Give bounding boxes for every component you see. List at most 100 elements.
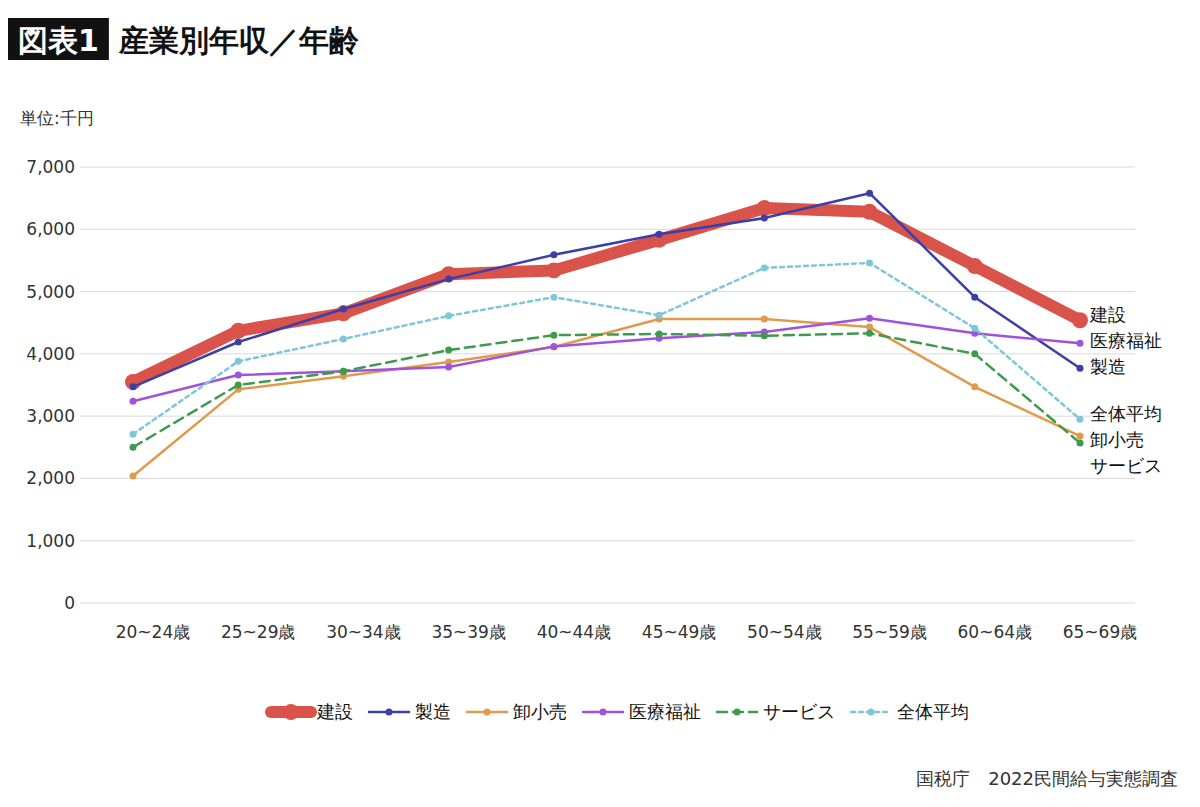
data-point <box>235 372 242 379</box>
x-tick-label: 60~64歳 <box>958 622 1033 642</box>
data-point <box>866 330 873 337</box>
y-tick-label: 7,000 <box>26 157 75 177</box>
data-point <box>445 347 452 354</box>
data-point <box>761 332 768 339</box>
series-group <box>130 190 1084 391</box>
legend-marker <box>600 709 607 716</box>
data-point <box>546 262 562 278</box>
grid-line <box>80 167 1135 168</box>
series-end-label: 卸小売 <box>1090 429 1144 450</box>
grid-line <box>80 229 1135 230</box>
legend-marker <box>386 709 393 716</box>
data-point <box>340 335 347 342</box>
x-tick-label: 25~29歳 <box>221 622 296 642</box>
data-point <box>761 264 768 271</box>
grid-line <box>80 540 1135 541</box>
legend-label: 建設 <box>316 701 353 722</box>
chart-title: 産業別年収／年齢 <box>118 23 359 58</box>
data-point <box>550 343 557 350</box>
data-point <box>971 325 978 332</box>
data-point <box>130 444 137 451</box>
data-point <box>130 472 137 479</box>
data-point <box>125 374 141 390</box>
series-group <box>125 200 1088 390</box>
data-point <box>1077 340 1084 347</box>
grid-line <box>80 291 1135 292</box>
series-group <box>130 315 1084 405</box>
data-point <box>656 330 663 337</box>
data-point <box>862 204 878 220</box>
data-point <box>445 276 452 283</box>
data-point <box>1077 433 1084 440</box>
y-tick-label: 0 <box>64 593 75 613</box>
x-tick-label: 40~44歳 <box>537 622 612 642</box>
data-point <box>445 312 452 319</box>
x-tick-label: 35~39歳 <box>431 622 506 642</box>
series-end-label: 建設 <box>1089 304 1126 325</box>
chart-root: 図表1 産業別年収／年齢単位:千円国税庁 2022民間給与実態調査 0 1,000 2,… <box>0 0 1200 807</box>
data-point <box>967 258 983 274</box>
data-point <box>235 358 242 365</box>
data-point <box>761 315 768 322</box>
data-point <box>1077 416 1084 423</box>
legend-label: 製造 <box>415 701 451 722</box>
series-end-label: 製造 <box>1090 356 1126 377</box>
legend-label: 医療福祉 <box>629 701 701 722</box>
data-point <box>550 251 557 258</box>
legend-marker <box>484 709 491 716</box>
y-tick-label: 4,000 <box>26 344 75 364</box>
series-line <box>133 208 1080 382</box>
series-line <box>133 193 1080 387</box>
data-point <box>235 339 242 346</box>
grid-line <box>80 603 1135 604</box>
x-tick-label: 45~49歳 <box>642 622 717 642</box>
data-point <box>656 231 663 238</box>
data-point <box>235 382 242 389</box>
legend-marker <box>868 709 875 716</box>
legend-marker <box>283 704 299 720</box>
data-point <box>1077 439 1084 446</box>
y-tick-label: 2,000 <box>26 468 75 488</box>
data-point <box>130 431 137 438</box>
legend-label: 卸小売 <box>513 701 567 722</box>
x-tick-label: 65~69歳 <box>1063 622 1138 642</box>
data-point <box>340 368 347 375</box>
x-tick-label: 30~34歳 <box>326 622 401 642</box>
legend-label: サービス <box>763 701 835 722</box>
data-point <box>550 294 557 301</box>
plot-area <box>125 190 1088 480</box>
data-point <box>971 294 978 301</box>
series-group <box>130 259 1084 437</box>
legend: 建設 製造 卸小売 医療福祉 サービス 全体平均 <box>271 701 969 722</box>
data-point <box>340 368 347 375</box>
legend-label: 全体平均 <box>897 701 969 722</box>
data-point <box>1077 365 1084 372</box>
data-point <box>756 200 772 216</box>
series-line <box>133 333 1080 447</box>
source-note: 国税庁 2022民間給与実態調査 <box>916 768 1178 789</box>
y-tick-label: 1,000 <box>26 531 75 551</box>
data-point <box>866 190 873 197</box>
x-tick-label: 20~24歳 <box>116 622 191 642</box>
data-point <box>656 312 663 319</box>
series-group <box>130 330 1084 451</box>
legend-marker <box>734 709 741 716</box>
data-point <box>971 350 978 357</box>
series-line <box>133 263 1080 434</box>
figure-label: 図表1 <box>18 23 99 58</box>
series-group <box>130 315 1084 479</box>
data-point <box>130 398 137 405</box>
data-point <box>866 324 873 331</box>
data-point <box>230 323 246 339</box>
data-point <box>445 363 452 370</box>
series-line <box>133 319 1080 476</box>
y-tick-label: 3,000 <box>26 406 75 426</box>
y-axis-label: 単位:千円 <box>20 108 94 128</box>
y-tick-label: 6,000 <box>26 219 75 239</box>
grid-line <box>80 478 1135 479</box>
x-tick-label: 55~59歳 <box>852 622 927 642</box>
data-point <box>866 259 873 266</box>
data-point <box>550 332 557 339</box>
x-tick-label: 50~54歳 <box>747 622 822 642</box>
series-end-label: サービス <box>1090 455 1162 476</box>
